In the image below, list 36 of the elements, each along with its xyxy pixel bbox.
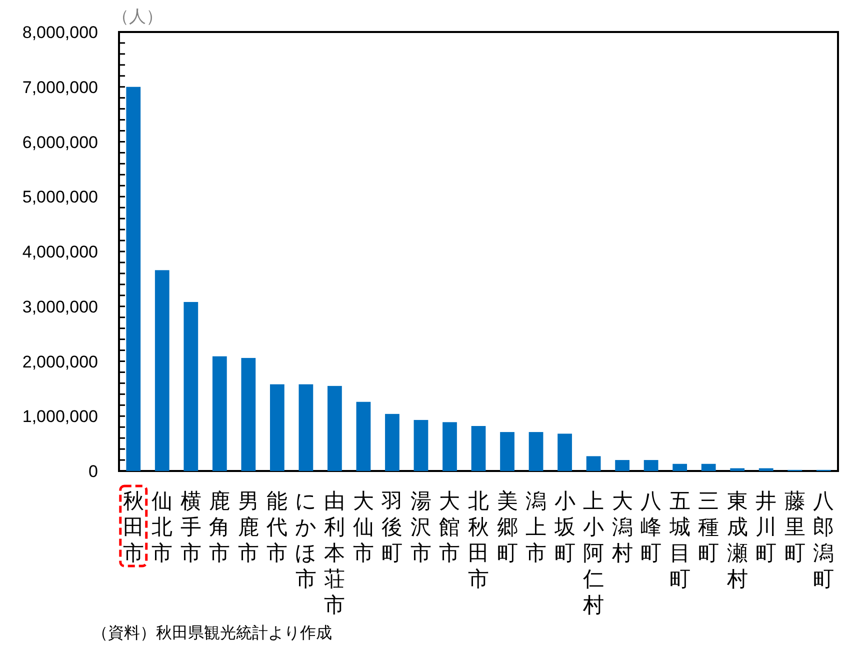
x-tick-label: 横手市	[180, 490, 202, 565]
x-tick-label: 由利本荘市	[324, 490, 346, 617]
x-tick-label: 東成瀬村	[726, 490, 748, 591]
y-tick-label: 4,000,000	[22, 242, 98, 262]
x-tick-label: 五城目町	[668, 490, 690, 591]
x-tick-label: 仙北市	[152, 490, 173, 565]
y-tick-label: 3,000,000	[22, 297, 98, 316]
x-tick-label: 井川町	[756, 490, 777, 565]
x-tick-label: 八峰町	[640, 490, 662, 565]
x-tick-label: 北秋田市	[468, 490, 489, 591]
x-tick-label: 湯沢市	[410, 490, 432, 565]
x-tick-label: 八郎潟町	[813, 490, 834, 591]
x-tick-label: 男鹿市	[238, 490, 259, 565]
x-tick-label: 鹿角市	[209, 490, 230, 565]
x-tick-label: 三種町	[698, 490, 720, 565]
y-tick-label: 5,000,000	[22, 188, 98, 207]
x-tick-label: 藤里町	[784, 490, 806, 565]
x-tick-label: 大仙市	[352, 490, 374, 565]
x-tick-label: 大潟村	[610, 490, 633, 565]
y-tick-label: 7,000,000	[22, 78, 98, 97]
x-tick-label: 能代市	[266, 490, 288, 565]
x-tick-label: 潟上市	[526, 490, 547, 565]
y-tick-label: 6,000,000	[22, 132, 98, 152]
text: （資料）秋田県観光統計より作成	[92, 624, 332, 642]
x-tick-label: 美郷町	[496, 490, 518, 565]
x-tick-label: にかほ市	[294, 490, 317, 591]
y-tick-label: 2,000,000	[22, 352, 98, 372]
y-tick-label: 8,000,000	[22, 23, 98, 42]
x-tick-label: 大館市	[439, 490, 460, 565]
x-tick-label: 秋田市	[122, 490, 144, 565]
y-tick-label: 1,000,000	[22, 407, 98, 426]
x-tick-label: 小坂町	[553, 490, 576, 565]
y-axis-title: （人）	[112, 7, 163, 26]
x-tick-label: 羽後町	[380, 490, 403, 565]
x-tick-label: 上小阿仁村	[582, 490, 604, 617]
y-tick-label: 0	[88, 462, 98, 481]
